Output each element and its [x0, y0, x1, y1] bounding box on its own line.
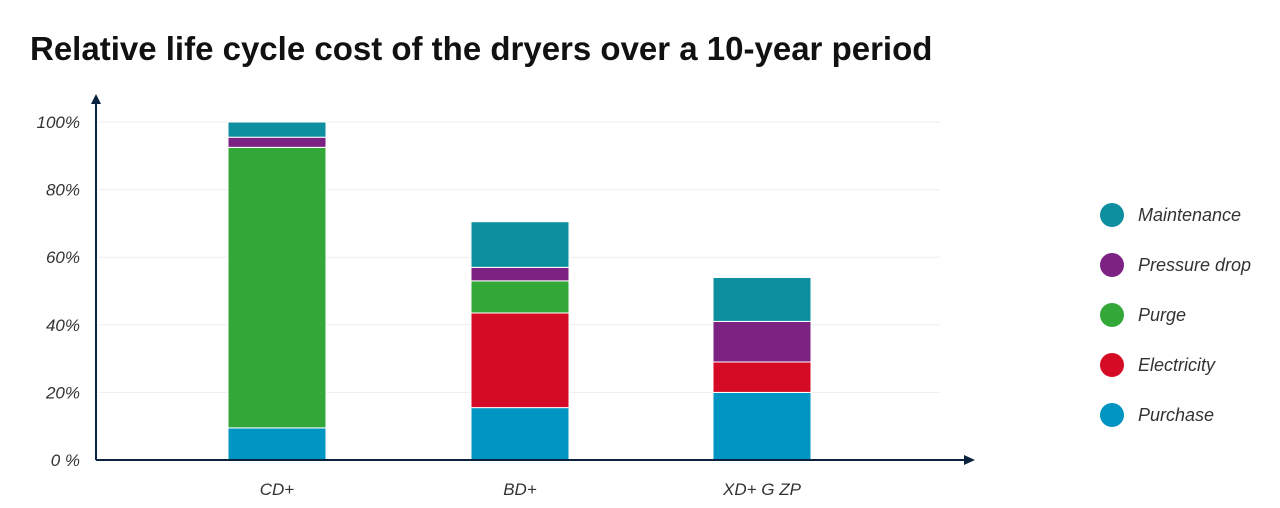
bar-segment-purge	[227, 146, 327, 429]
x-tick-label: XD+ G ZP	[722, 480, 802, 499]
legend-label: Electricity	[1138, 354, 1216, 375]
legend-swatch	[1100, 253, 1124, 277]
y-tick-label: 0 %	[51, 451, 80, 470]
bar-segment-purge	[470, 280, 570, 314]
legend-item-maintenance: Maintenance	[1100, 190, 1251, 240]
bar-segment-pressure-drop	[227, 136, 327, 148]
legend-label: Purge	[1138, 304, 1187, 325]
y-tick-label: 20%	[45, 383, 80, 402]
x-tick-label: BD+	[503, 480, 537, 499]
bar-segment-purchase	[227, 427, 327, 461]
legend: Maintenance Pressure drop Purge Electricity…	[1100, 190, 1251, 440]
chart-title: Relative life cycle cost of the dryers o…	[30, 30, 933, 67]
legend-item-purchase: Purchase	[1100, 390, 1251, 440]
legend-swatch	[1100, 403, 1124, 427]
legend-label: Pressure drop	[1138, 254, 1252, 275]
y-tick-label: 40%	[46, 316, 80, 335]
legend-label: Maintenance	[1138, 204, 1242, 225]
bar-segment-maintenance	[227, 121, 327, 138]
legend-swatch	[1100, 353, 1124, 377]
legend-item-electricity: Electricity	[1100, 340, 1251, 390]
y-tick-label: 60%	[46, 248, 80, 267]
y-tick-label: 100%	[37, 113, 80, 132]
legend-item-pressure-drop: Pressure drop	[1100, 240, 1251, 290]
bar-segment-electricity	[470, 312, 570, 409]
legend-swatch	[1100, 203, 1124, 227]
x-tick-label: CD+	[260, 480, 295, 499]
bar-segment-electricity	[712, 361, 812, 393]
bar-segment-maintenance	[712, 276, 812, 322]
bar-segment-purchase	[470, 407, 570, 461]
legend-label: Purchase	[1138, 404, 1215, 425]
x-axis-arrow	[964, 455, 975, 465]
bar-segment-maintenance	[470, 221, 570, 268]
legend-swatch	[1100, 303, 1124, 327]
y-tick-label: 80%	[46, 181, 80, 200]
legend-item-purge: Purge	[1100, 290, 1251, 340]
bar-segment-pressure-drop	[470, 266, 570, 282]
bar-segment-purchase	[712, 391, 812, 461]
bar-segment-pressure-drop	[712, 320, 812, 363]
y-axis-arrow	[91, 94, 101, 104]
